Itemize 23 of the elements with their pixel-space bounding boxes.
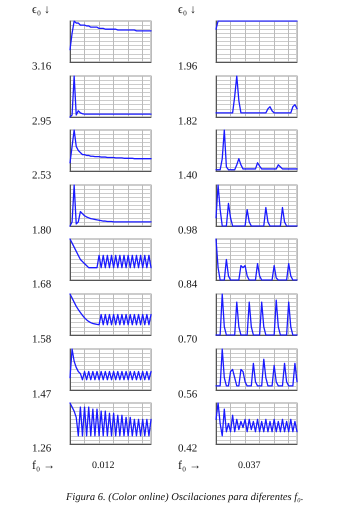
y-axis-title: 1.68 <box>32 278 52 291</box>
y-axis-title: 1.82 <box>178 115 198 128</box>
text: ϵ₀ ↓ <box>178 2 196 17</box>
y-axis-title: 1.96 <box>178 60 198 72</box>
y-axis-title: 0.84 <box>178 278 198 291</box>
text: f₀ → <box>32 458 56 474</box>
y-axis-title: 2.95 <box>32 115 52 128</box>
y-axis-title: 0.98 <box>178 224 198 236</box>
y-axis-title: 0.42 <box>178 442 198 455</box>
text: 0.037 <box>238 460 260 472</box>
y-axis-title: 1.40 <box>178 170 198 182</box>
y-axis-title: 0.70 <box>178 334 198 346</box>
y-axis-title: 1.80 <box>32 224 52 236</box>
y-axis-title: 1.58 <box>32 334 52 346</box>
text: 0.012 <box>92 460 114 472</box>
text: ϵ₀ ↓ <box>32 2 50 17</box>
y-axis-title: 1.47 <box>32 388 52 400</box>
y-axis-title: 0.56 <box>178 388 198 400</box>
text: f₀ → <box>178 458 202 474</box>
y-axis-title: 3.16 <box>32 60 52 72</box>
text: Figura 6. (Color online) Oscilaciones para diferentes f₀. <box>66 492 304 504</box>
y-axis-title: 1.26 <box>32 442 52 455</box>
y-axis-title: 2.53 <box>32 170 52 182</box>
